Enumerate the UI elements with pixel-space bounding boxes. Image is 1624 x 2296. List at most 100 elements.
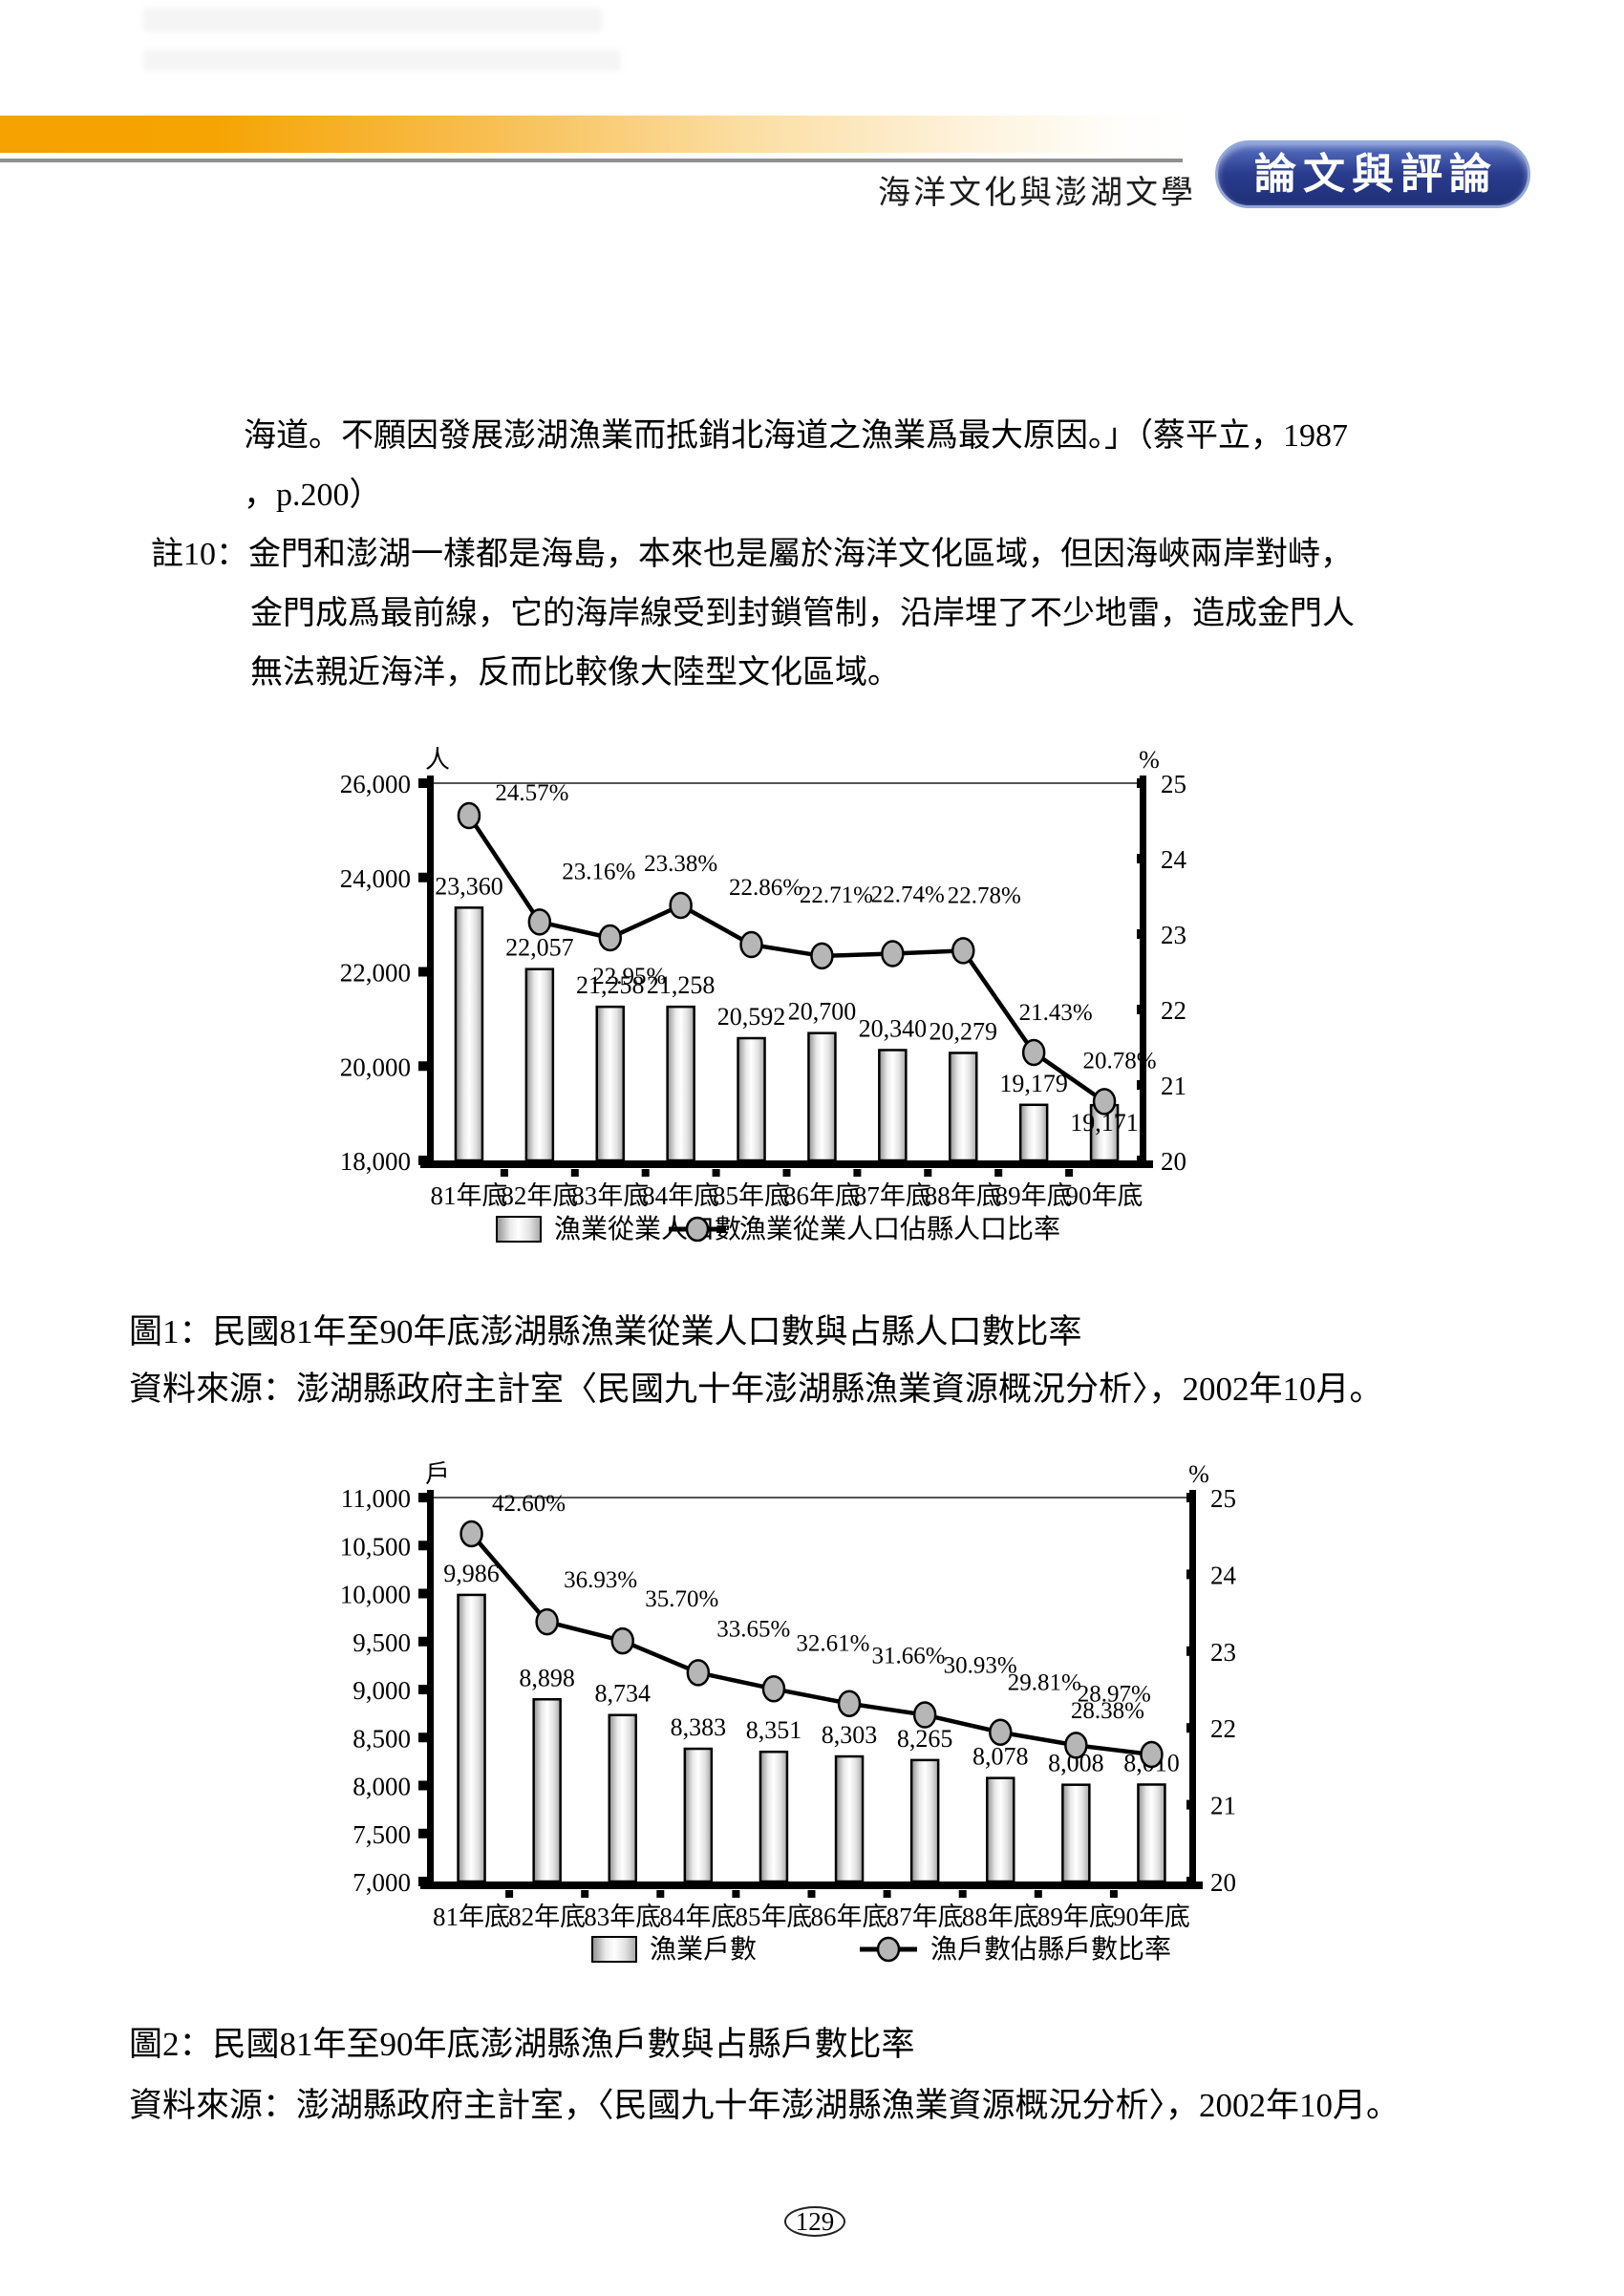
chart-label: 22,000 [340, 959, 411, 988]
right-axis [1140, 776, 1146, 1168]
left-axis [427, 776, 434, 1168]
chart-label: 28.97% [1078, 1681, 1151, 1707]
chart-label: 90年底 [1113, 1903, 1190, 1931]
chart-label: 22.86% [729, 875, 802, 901]
bar [666, 1005, 695, 1162]
chart-label: 84年底 [659, 1903, 737, 1931]
body-line: ，p.200） [244, 478, 382, 513]
chart-label: 87年底 [887, 1903, 964, 1931]
chart-label: 20 [1161, 1147, 1186, 1176]
chart-label: 85年底 [735, 1903, 812, 1931]
line-marker [951, 937, 975, 965]
chart-label: 83年底 [571, 1181, 649, 1210]
chart-label: 24 [1210, 1561, 1237, 1589]
bar [457, 1593, 486, 1883]
show-through-text-smudge [143, 50, 621, 71]
figure1-caption: 圖1：民國81年至90年底澎湖縣漁業從業人口數與占縣人口數比率 [129, 1313, 1082, 1350]
chart-label: 23,360 [435, 872, 503, 900]
chart-label: 8,000 [353, 1773, 411, 1801]
chart-label: 82年底 [501, 1181, 578, 1210]
bar [595, 1005, 625, 1162]
figure1-source: 資料來源：澎湖縣政府主計室〈民國九十年澎湖縣漁業資源概況分析〉，2002年10月… [129, 1371, 1383, 1408]
chart-label: 89年底 [1037, 1903, 1115, 1931]
chart-label: 20,592 [717, 1003, 786, 1031]
line-marker [527, 908, 552, 936]
section-badge-label: 論文與評論 [1254, 150, 1498, 198]
bar [737, 1036, 766, 1162]
chart-label: 7,500 [353, 1820, 411, 1849]
chart-label: 8,500 [353, 1724, 411, 1753]
chart-label: 22.74% [871, 882, 945, 908]
chart-label: 20,700 [788, 998, 857, 1026]
line-marker [1064, 1732, 1088, 1759]
bar [608, 1713, 637, 1883]
chart-label: 8,265 [897, 1725, 953, 1753]
chart-label: 21,258 [576, 971, 645, 999]
body-text: 海道。不願因發展澎湖漁業而抵銷北海道之漁業爲最大原因。」（蔡平立，1987 ，p… [151, 407, 1517, 703]
bar [807, 1031, 837, 1162]
chart-label: 42.60% [492, 1491, 566, 1517]
chart-label: 22.71% [800, 882, 873, 908]
line-marker [761, 1675, 786, 1703]
bar [532, 1698, 562, 1883]
chart-label: 漁業戶數 [650, 1934, 757, 1965]
chart-label: 30.93% [944, 1653, 1017, 1679]
chart-label: 8,734 [595, 1680, 652, 1708]
chart-label: 漁業從業人口佔縣人口比率 [739, 1214, 1060, 1244]
chart-label: 90年底 [1066, 1181, 1143, 1210]
legend-bar-swatch [591, 1936, 637, 1963]
bar [949, 1052, 978, 1162]
body-line: 無法親近海洋，反而比較像大陸型文化區域。 [250, 655, 900, 691]
legend-line-marker [685, 1216, 710, 1243]
bar [909, 1758, 940, 1883]
chart-label: 21,258 [647, 971, 716, 999]
line-marker [686, 1659, 711, 1687]
chart-label: 32.61% [796, 1630, 869, 1656]
ratio-line [469, 1532, 1152, 1757]
chart-label: 10,000 [340, 1581, 411, 1609]
chart-label: 20.78% [1083, 1048, 1157, 1074]
chart-label: 85年底 [713, 1181, 790, 1210]
line-marker [912, 1701, 937, 1729]
chart-label: 25 [1210, 1484, 1236, 1513]
line-marker [610, 1626, 634, 1655]
chart-label: 戶 [425, 1460, 450, 1488]
chart-label: 24,000 [340, 864, 411, 893]
x-axis [420, 1881, 1203, 1889]
chart-label: 9,986 [443, 1560, 500, 1587]
body-line: 海道。不願因發展澎湖漁業而抵銷北海道之漁業爲最大原因。」（蔡平立，1987 [244, 418, 1348, 454]
chart-label: 33.65% [716, 1616, 790, 1642]
bar [834, 1754, 865, 1883]
line-marker [810, 942, 834, 970]
x-axis [420, 1160, 1153, 1168]
chart-label: 86年底 [783, 1181, 861, 1210]
chart-label: 28.38% [1071, 1698, 1144, 1724]
chart-label: 29.81% [1008, 1670, 1081, 1696]
chart-label: 87年底 [854, 1181, 931, 1210]
line-marker [989, 1718, 1013, 1746]
bar [1061, 1783, 1091, 1883]
header-rule [0, 159, 1183, 162]
chart-label: 11,000 [341, 1484, 411, 1513]
chart-label: 35.70% [645, 1586, 718, 1612]
chart-label: 23 [1210, 1638, 1236, 1667]
chart-label: 漁戶數佔縣戶數比率 [930, 1934, 1171, 1965]
legend-bar-swatch [496, 1216, 542, 1243]
chart-label: 9,000 [353, 1676, 411, 1705]
chart-label: 18,000 [340, 1147, 411, 1176]
chart-label: 82年底 [508, 1903, 586, 1931]
chart-label: 24.57% [495, 780, 568, 806]
chart-label: 19,179 [999, 1070, 1068, 1097]
chart-label: 10,500 [340, 1532, 411, 1561]
chart-label: 21 [1210, 1792, 1236, 1820]
bar [1018, 1103, 1049, 1162]
line-marker [739, 930, 763, 959]
bar [524, 967, 555, 1162]
legend-line-marker [876, 1936, 901, 1963]
chart-label: 21 [1161, 1072, 1186, 1100]
line-marker [1021, 1038, 1046, 1067]
chart-label: 81年底 [430, 1181, 507, 1210]
line-marker [881, 940, 905, 967]
chart-label: 23 [1161, 921, 1186, 949]
